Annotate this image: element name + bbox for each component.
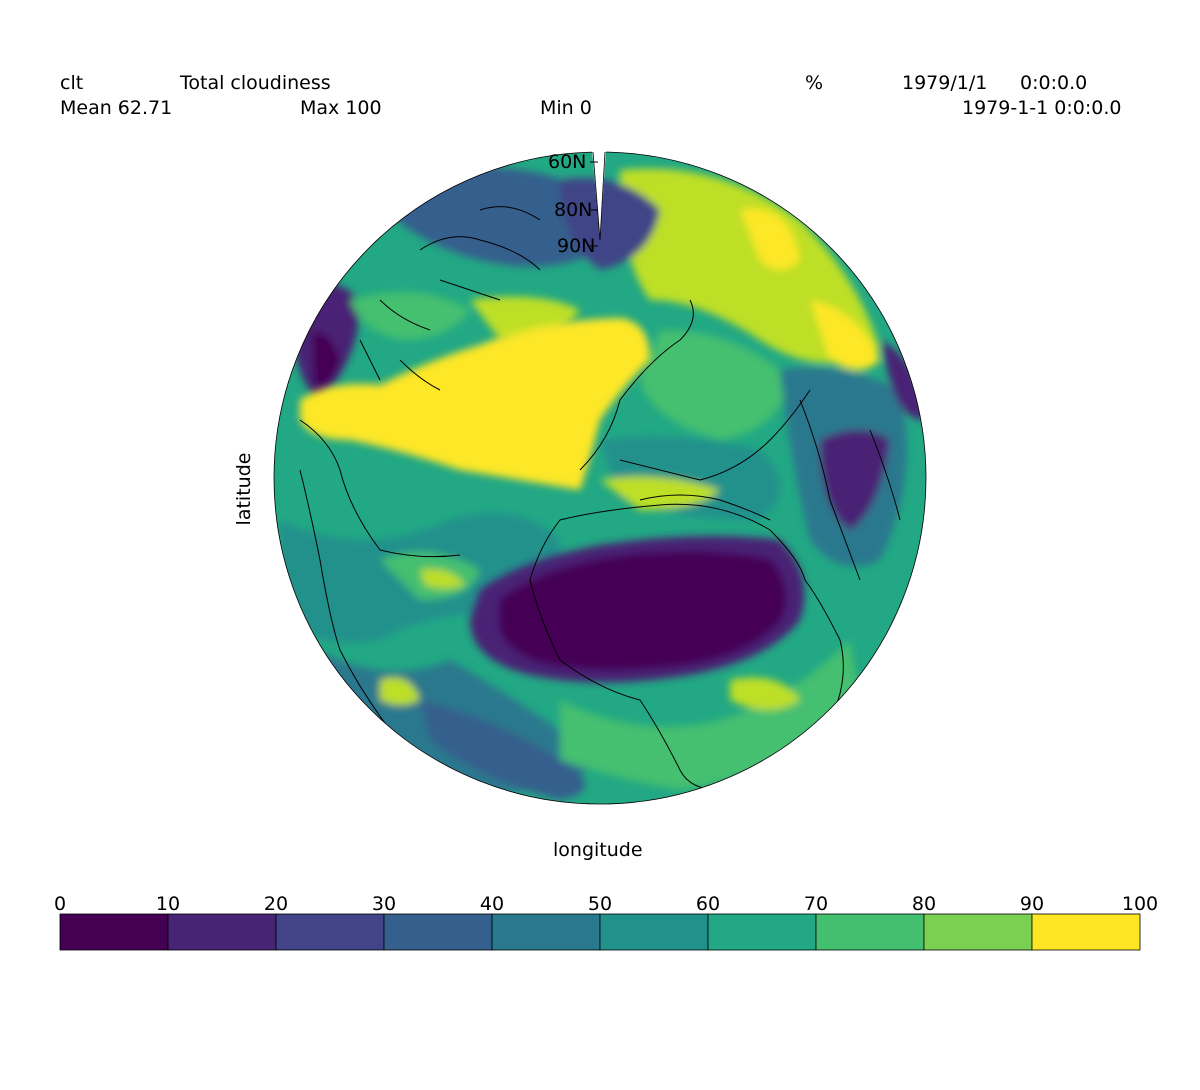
pole-wedge-edge [592,151,606,241]
cloud-europe-east [640,330,790,440]
units-label: % [805,72,824,94]
variable-long-name: Total cloudiness [180,72,331,94]
cloud-iran-clear [880,340,925,420]
cloud-congo-max [730,677,800,710]
lat-label-80n: 80N [554,199,593,221]
south-atlantic-low-cloud [420,700,585,800]
sahara-clear-sky [499,551,786,670]
cloud-canada-min [312,331,340,387]
cloud-caribbean-max [420,569,465,589]
mean-label: Mean 62.71 [60,97,173,119]
arabia-clear-sky [820,430,890,530]
variable-name: clt [60,72,84,94]
europe-coast [579,299,811,521]
cloud-field [274,152,926,804]
middle-east-coast [799,399,901,581]
lat-label-60n: 60N [548,151,587,173]
max-label: Max 100 [300,97,382,119]
time-label: 0:0:0.0 [1020,72,1088,94]
cloud-siberia-max [740,208,800,270]
labrador-coast [359,339,441,391]
datetime-label: 1979-1-1 0:0:0.0 [962,97,1122,119]
colorbar-tick-label: 10 [155,893,181,915]
x-axis-label: longitude [553,839,643,861]
colorbar-tick-label: 80 [911,893,937,915]
arctic-islands-coast [379,206,541,331]
colorbar-tick-label: 70 [803,893,829,915]
date-label: 1979/1/1 [902,72,988,94]
colorbar-tick-label: 90 [1019,893,1045,915]
cloud-central-asia-max [810,300,880,370]
y-axis-label: latitude [233,452,255,526]
colorbar-tick-label: 40 [479,893,505,915]
cloud-hudson-bay [350,292,470,340]
colorbar-tick-label: 100 [1121,893,1159,915]
cloud-pole [560,178,660,270]
colorbar-tick-label: 30 [371,893,397,915]
colorbar-tick-label: 60 [695,893,721,915]
colorbar-tick-label: 20 [263,893,289,915]
lat-label-90n: 90N [557,235,596,257]
north-atlantic-high-cloud [300,318,650,490]
cloud-amazon-max [380,677,420,705]
colorbar-tick-label: 50 [587,893,613,915]
min-label: Min 0 [540,97,592,119]
pole-wedge [592,150,606,240]
colorbar-tick-label: 0 [53,893,67,915]
cloud-north-africa-edge [600,476,720,510]
